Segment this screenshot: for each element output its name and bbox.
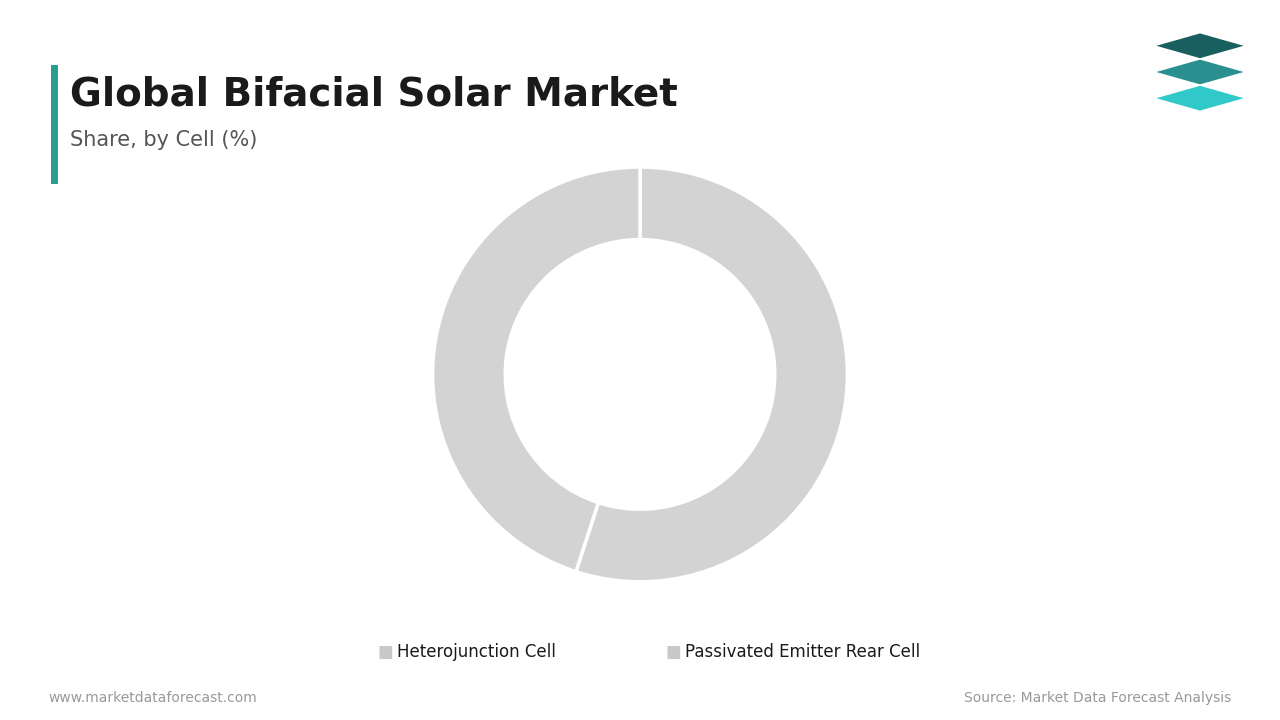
Polygon shape xyxy=(1153,32,1247,59)
Text: Share, by Cell (%): Share, by Cell (%) xyxy=(70,130,257,150)
Text: Global Bifacial Solar Market: Global Bifacial Solar Market xyxy=(70,76,678,114)
Text: www.marketdataforecast.com: www.marketdataforecast.com xyxy=(49,691,257,706)
Text: Passivated Emitter Rear Cell: Passivated Emitter Rear Cell xyxy=(685,642,920,661)
Text: Source: Market Data Forecast Analysis: Source: Market Data Forecast Analysis xyxy=(964,691,1231,706)
Text: Heterojunction Cell: Heterojunction Cell xyxy=(397,642,556,661)
Polygon shape xyxy=(1153,85,1247,112)
Wedge shape xyxy=(576,167,847,582)
Wedge shape xyxy=(433,167,640,572)
Text: ■: ■ xyxy=(378,642,393,661)
Text: ■: ■ xyxy=(666,642,681,661)
Polygon shape xyxy=(1153,59,1247,85)
